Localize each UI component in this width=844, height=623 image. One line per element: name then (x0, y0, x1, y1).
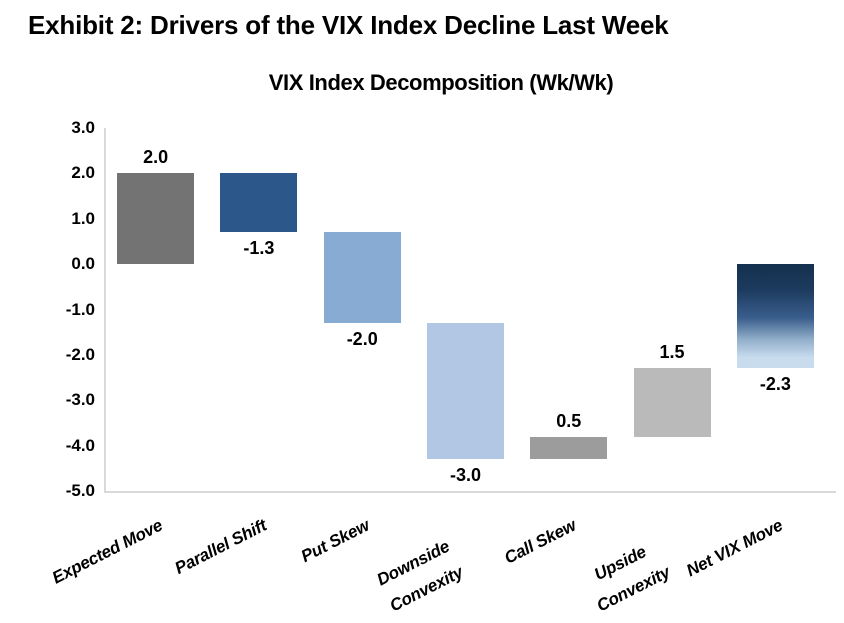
x-axis-category-label: Downside Convexity (373, 536, 467, 616)
y-axis-tick-label: 1.0 (71, 208, 95, 228)
y-axis-tick-label: -4.0 (65, 435, 95, 455)
y-axis-tick-label: -1.0 (65, 299, 95, 319)
bar-call-skew (530, 436, 608, 460)
x-axis-line (104, 491, 836, 493)
chart-title: VIX Index Decomposition (Wk/Wk) (268, 70, 614, 95)
x-axis-category-label: Net VIX Move (683, 515, 786, 581)
exhibit-title: Exhibit 2: Drivers of the VIX Index Decl… (28, 10, 669, 40)
x-axis-category-label: Upside Convexity (590, 542, 673, 616)
bar-value-label: 2.0 (143, 147, 169, 168)
x-axis-category-label: Expected Move (49, 515, 167, 588)
bar-value-label: 0.5 (556, 410, 582, 431)
y-axis-tick-label: -2.0 (65, 344, 95, 364)
x-axis-category-label: Put Skew (298, 515, 373, 567)
bar-downside-convexity (427, 323, 504, 460)
bar-value-label: -2.0 (346, 329, 378, 350)
bar-net-vix-move (736, 264, 814, 369)
bar-value-label: -1.3 (243, 238, 275, 259)
bar-value-label: -3.0 (449, 465, 482, 486)
y-axis-line (104, 128, 106, 491)
x-axis-category-label: Parallel Shift (171, 515, 270, 578)
bar-put-skew (323, 232, 401, 324)
bar-parallel-shift (220, 173, 298, 233)
y-axis-tick-label: -3.0 (65, 390, 95, 410)
bar-expected-move (117, 173, 195, 265)
y-axis-tick-label: -5.0 (65, 481, 95, 500)
bar-value-label: 1.5 (659, 342, 685, 363)
y-axis-tick-label: 0.0 (71, 254, 95, 274)
bar-value-label: -2.3 (759, 374, 791, 395)
y-axis-tick-label: 2.0 (71, 163, 95, 183)
bar-upside-convexity (633, 368, 711, 437)
x-axis-category-label: Call Skew (501, 515, 580, 568)
y-axis-tick-label: 3.0 (71, 118, 95, 137)
